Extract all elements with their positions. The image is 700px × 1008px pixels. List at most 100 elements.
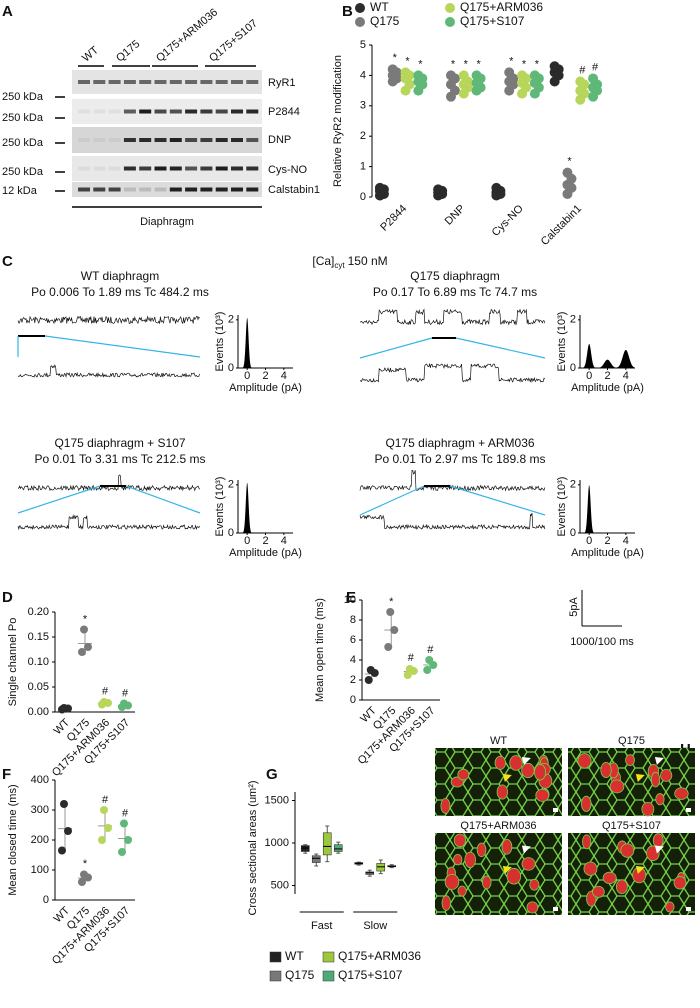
arrowhead <box>502 866 512 874</box>
blot-band <box>108 80 121 84</box>
trace-stats: Po 0.01 To 3.31 ms Tc 212.5 ms <box>35 452 206 466</box>
hist-x-tick: 2 <box>262 370 268 382</box>
y-tick-label: 4 <box>360 69 366 81</box>
red-fiber <box>600 762 612 778</box>
condition-value: 150 nM <box>348 254 388 268</box>
channel-trace <box>359 469 546 492</box>
x-tick-label: Cys-NO <box>490 202 526 238</box>
micrograph-label: Q175+S107 <box>602 820 661 832</box>
panel-label: F <box>2 766 11 783</box>
x-tick-label: P2844 <box>378 203 409 234</box>
data-point <box>80 870 88 879</box>
zoom-line <box>455 337 546 359</box>
y-tick-label: 10 <box>344 594 356 606</box>
data-point <box>60 704 68 712</box>
y-tick-label: 0 <box>43 894 49 906</box>
arrowhead <box>635 774 645 782</box>
blot-band <box>123 80 136 84</box>
data-point <box>575 76 586 87</box>
hist-x-tick: 4 <box>623 535 629 547</box>
blot-band <box>108 166 121 171</box>
red-fiber <box>641 801 655 817</box>
y-tick-label: 6 <box>350 634 356 646</box>
red-fiber <box>457 768 470 781</box>
y-tick-label: 0.20 <box>28 606 49 618</box>
hist-x-tick: 4 <box>623 370 629 382</box>
hist-x-tick: 2 <box>262 535 268 547</box>
blot-row <box>72 99 262 124</box>
channel-trace <box>359 362 546 383</box>
y-tick-label: 1000 <box>265 837 289 849</box>
trace-stats: Po 0.01 To 2.97 ms Tc 189.8 ms <box>375 452 546 466</box>
y-axis-label: Cross sectional areas (um²) <box>247 780 259 915</box>
blot-band <box>93 187 106 192</box>
y-tick-label: 8 <box>350 614 356 626</box>
data-point <box>374 182 385 193</box>
y-tick-label: 3 <box>360 100 366 112</box>
red-fiber <box>506 867 522 885</box>
data-point <box>471 70 482 81</box>
hist-y-label: Events (10³) <box>214 312 226 372</box>
y-axis-label: Mean closed time (ms) <box>7 784 19 895</box>
legend-label: Q175+S107 <box>338 968 403 982</box>
panel-label: B <box>342 3 353 20</box>
data-point <box>504 67 515 78</box>
group-label: Q175+S107 <box>207 17 260 64</box>
data-point <box>366 666 375 674</box>
y-tick-label: 4 <box>350 654 356 666</box>
blot-band <box>108 187 121 192</box>
micrograph-label: WT <box>490 735 507 747</box>
hist-y-label: Events (10³) <box>214 477 226 537</box>
red-fiber <box>655 793 665 806</box>
marker-label: 250 kDa <box>2 91 44 103</box>
blot-band <box>93 138 106 142</box>
hist-y-tick: 2 <box>228 479 234 491</box>
red-fiber <box>534 764 547 781</box>
blot-band <box>231 138 243 142</box>
data-point <box>387 64 398 75</box>
annotation: * <box>451 58 456 70</box>
annotation: * <box>522 58 527 70</box>
red-fiber <box>521 857 536 871</box>
red-fiber <box>535 788 550 802</box>
legend-swatch <box>269 970 282 982</box>
data-point <box>84 643 92 651</box>
red-fiber <box>625 754 635 766</box>
y-tick-label: 200 <box>31 834 49 846</box>
data-point <box>98 836 106 844</box>
histogram-area <box>580 485 635 533</box>
annotation: * <box>476 58 481 70</box>
scale-y-label: 5pA <box>568 597 580 617</box>
hist-y-tick: 2 <box>228 314 234 326</box>
band-label: RyR1 <box>268 77 296 89</box>
legend-label: Q175 <box>370 14 400 28</box>
annotation: * <box>83 613 88 625</box>
blot-band <box>231 187 243 192</box>
data-point <box>588 73 599 84</box>
hist-x-tick: 2 <box>604 535 610 547</box>
red-fiber <box>496 784 509 800</box>
blot-band <box>139 187 152 192</box>
y-tick-label: 0.05 <box>28 681 49 693</box>
y-tick-label: 1500 <box>265 794 289 806</box>
data-point <box>562 167 573 178</box>
zoom-line <box>449 485 546 516</box>
red-fiber <box>673 876 687 890</box>
blot-band <box>215 166 228 171</box>
scale-marker <box>553 907 558 911</box>
annotation: # <box>102 685 109 697</box>
red-fiber <box>529 878 540 891</box>
y-axis-label: Relative RyR2 modification <box>332 55 344 187</box>
panel-label: C <box>2 253 13 270</box>
marker-label: 250 kDa <box>2 137 44 149</box>
blot-band <box>139 80 152 84</box>
micrograph-label: Q175 <box>618 735 645 747</box>
blot-band <box>169 109 182 114</box>
blot-band <box>200 80 213 84</box>
channel-trace <box>17 364 200 379</box>
trace-title: Q175 diaphragm + ARM036 <box>385 436 534 450</box>
scale-x-label: 1000/100 ms <box>570 636 634 648</box>
x-tick-label: DNP <box>443 203 468 228</box>
micrograph-label: Q175+ARM036 <box>460 820 536 832</box>
condition-sub: cyt <box>334 261 345 270</box>
